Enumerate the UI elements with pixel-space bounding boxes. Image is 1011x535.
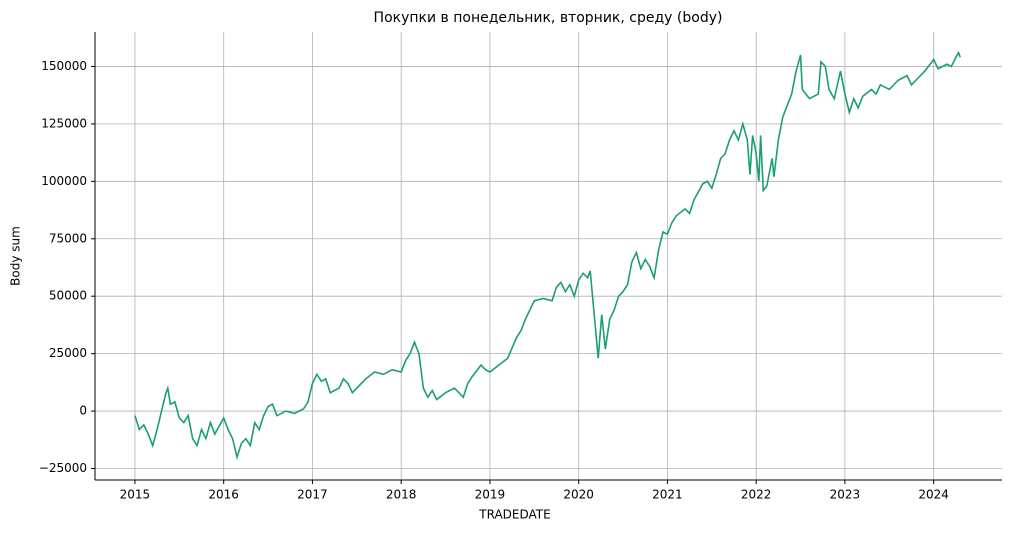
x-tick-label: 2017 bbox=[297, 488, 328, 502]
y-tick-label: 75000 bbox=[49, 231, 87, 245]
y-tick-label: 125000 bbox=[41, 116, 87, 130]
y-tick-label: 100000 bbox=[41, 174, 87, 188]
y-tick-label: 50000 bbox=[49, 289, 87, 303]
x-tick-label: 2022 bbox=[741, 488, 772, 502]
x-tick-label: 2016 bbox=[208, 488, 239, 502]
y-tick-label: 0 bbox=[79, 404, 87, 418]
x-axis-label: TRADEDATE bbox=[478, 508, 550, 522]
x-tick-label: 2018 bbox=[386, 488, 417, 502]
x-tick-label: 2024 bbox=[918, 488, 949, 502]
x-tick-label: 2015 bbox=[120, 488, 151, 502]
x-tick-label: 2019 bbox=[475, 488, 506, 502]
line bbox=[134, 50, 962, 460]
chart-title: Покупки в понедельник, вторник, среду (b… bbox=[374, 10, 723, 26]
x-tick-label: 2020 bbox=[563, 488, 594, 502]
y-tick-label: 25000 bbox=[49, 346, 87, 360]
x-tick-label: 2021 bbox=[652, 488, 683, 502]
y-axis-label: Body sum bbox=[9, 226, 23, 286]
x-tick-label: 2023 bbox=[830, 488, 861, 502]
y-tick-label: −25000 bbox=[39, 461, 87, 475]
y-tick-label: 150000 bbox=[41, 59, 87, 73]
